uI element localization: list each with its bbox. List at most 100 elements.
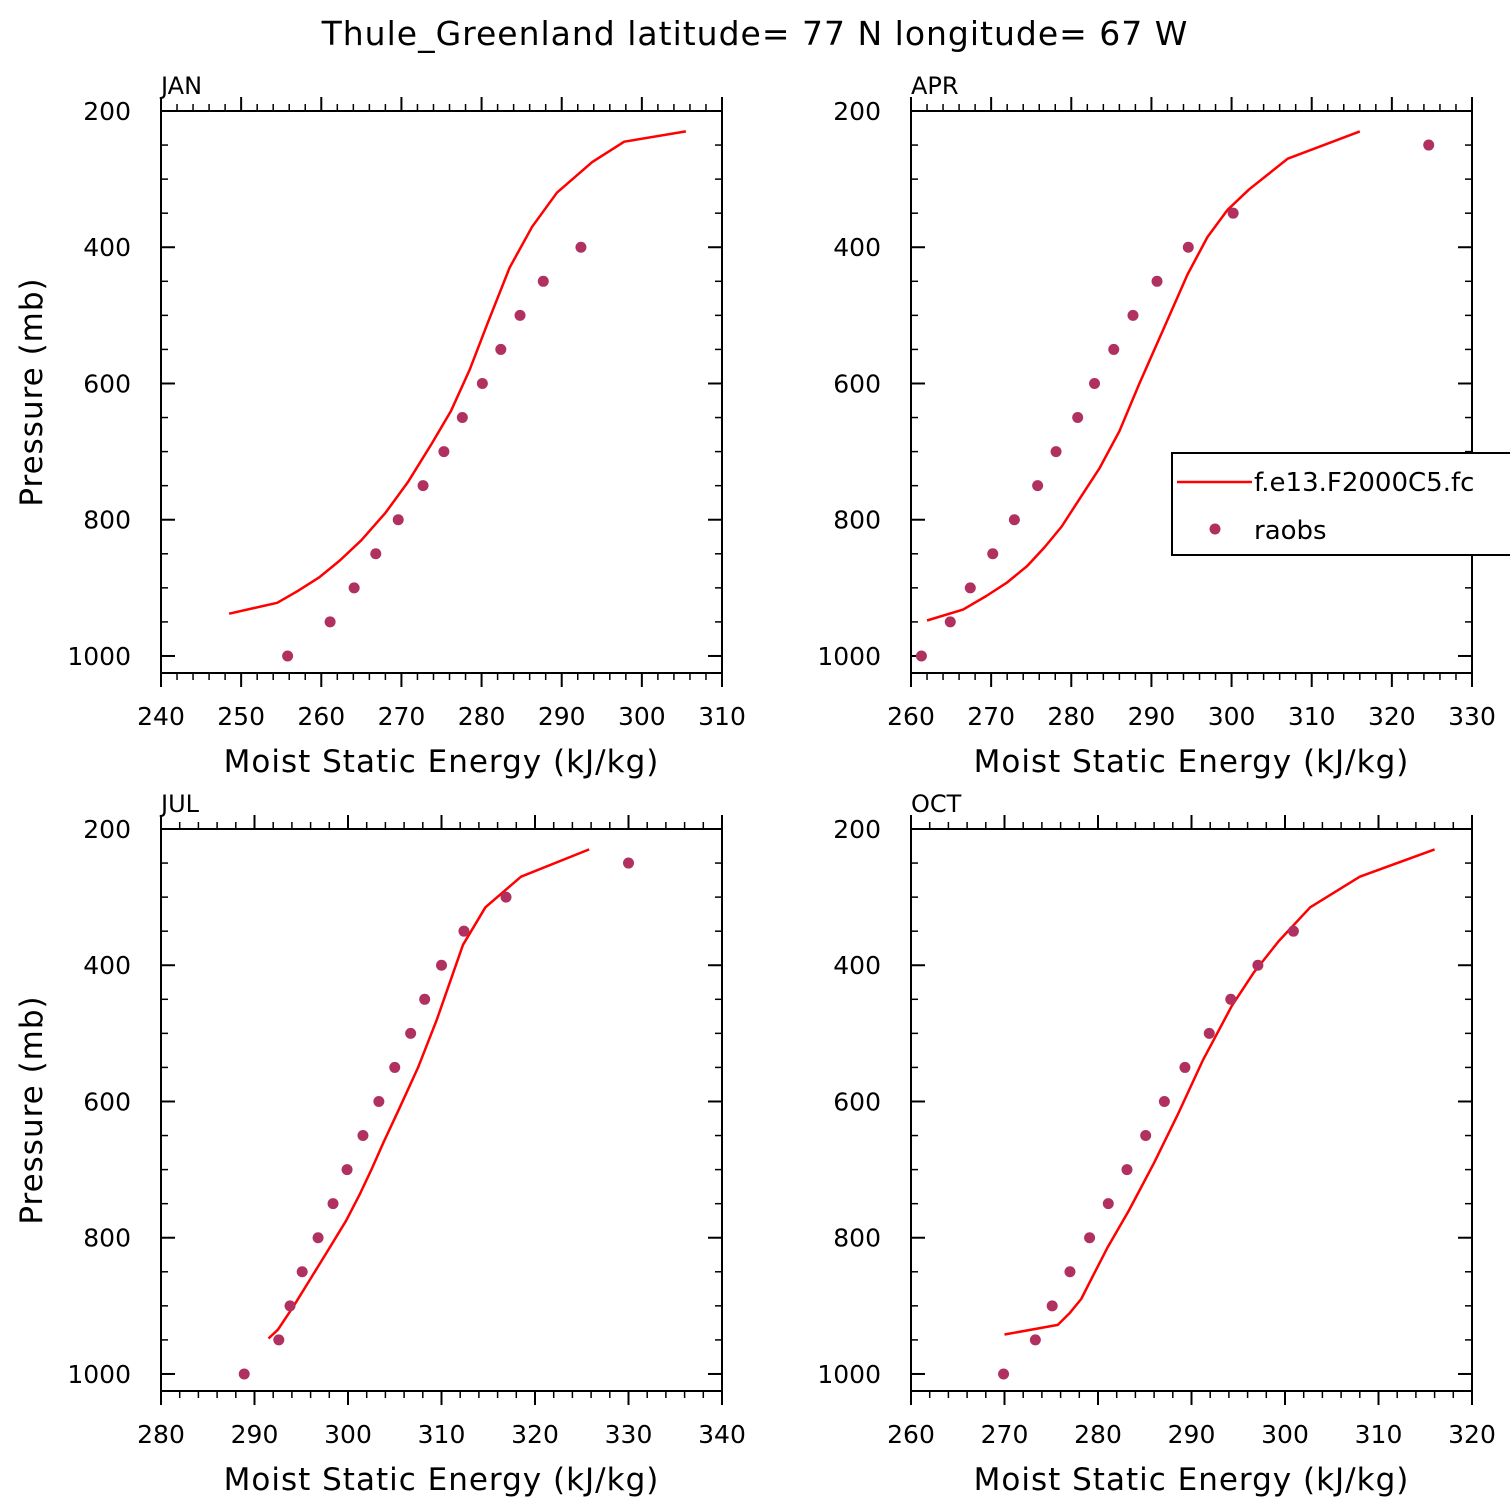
panel-oct: OCT 260 270 280 290 300 310 320 200 400 600 800 1000…: [817, 790, 1495, 1498]
x-tick-label: 280: [1074, 1420, 1122, 1449]
x-tick-label: 310: [1355, 1420, 1403, 1449]
x-tick-label: 320: [511, 1420, 559, 1449]
raobs-point: [623, 857, 634, 869]
raobs-point: [476, 377, 488, 389]
panel-label: OCT: [911, 790, 962, 818]
x-tick-label: 280: [458, 702, 506, 731]
model-line: [267, 848, 590, 1340]
panel-jan: JAN 240 250 260 270 280 290 300 310 200 400 600 800 1…: [14, 72, 746, 780]
raobs-point: [436, 959, 447, 971]
panels: JAN 240 250 260 270 280 290 300 310 200 400 600 800 1…: [14, 72, 1510, 1498]
y-tick-label: 800: [83, 1224, 131, 1253]
raobs-point: [370, 548, 382, 560]
plot-frame: [910, 110, 1473, 674]
model-line: [228, 130, 687, 615]
x-tick-label: 310: [418, 1420, 466, 1449]
raobs-point: [373, 1095, 385, 1107]
raobs-point: [1127, 309, 1139, 321]
raobs-point: [458, 925, 470, 937]
raobs-point: [405, 1027, 417, 1039]
y-tick-label: 200: [83, 815, 131, 844]
x-axis-title: Moist Static Energy (kJ/kg): [224, 744, 660, 780]
raobs-point: [1203, 1027, 1215, 1039]
x-tick-label: 330: [1448, 702, 1496, 731]
raobs-point: [1029, 1334, 1041, 1346]
y-tick-label: 1000: [817, 642, 881, 671]
raobs-point: [357, 1130, 369, 1142]
y-tick-label: 1000: [67, 642, 131, 671]
x-tick-label: 280: [137, 1420, 185, 1449]
legend-box: [1171, 452, 1510, 556]
raobs-point: [1008, 514, 1020, 526]
y-tick-label: 200: [833, 815, 881, 844]
y-tick-label: 200: [83, 97, 131, 126]
raobs-point: [1151, 275, 1163, 287]
raobs-point: [1227, 207, 1239, 219]
x-tick-label: 340: [698, 1420, 746, 1449]
raobs-point: [1287, 925, 1299, 937]
raobs-point: [324, 616, 336, 628]
raobs-point: [417, 480, 429, 492]
y-tick-label: 200: [833, 97, 881, 126]
raobs-point: [238, 1368, 250, 1380]
x-tick-label: 290: [1128, 702, 1176, 731]
y-tick-label: 400: [83, 233, 131, 262]
raobs-point: [419, 993, 431, 1005]
raobs-point: [438, 446, 450, 458]
y-tick-label: 800: [833, 1224, 881, 1253]
raobs-point: [456, 412, 468, 424]
model-line: [926, 130, 1361, 622]
plot-frame: [160, 110, 723, 674]
x-tick-label: 260: [887, 1420, 935, 1449]
raobs-point: [1046, 1300, 1058, 1312]
legend-marker-swatch: [1209, 523, 1221, 535]
y-tick-label: 600: [83, 1087, 131, 1116]
panel-apr: APR 260 270 280 290 300 310 320 330 200 400 600 800 1…: [817, 72, 1510, 780]
y-tick-label: 600: [83, 369, 131, 398]
plot-frame: [910, 828, 1473, 1392]
legend: f.e13.F2000C5.fc raobs: [1171, 452, 1510, 556]
raobs-point: [1121, 1164, 1133, 1176]
raobs-point: [495, 343, 507, 355]
x-tick-label: 250: [217, 702, 265, 731]
y-tick-label: 600: [833, 1087, 881, 1116]
raobs-point: [389, 1061, 401, 1073]
x-tick-label: 310: [698, 702, 746, 731]
legend-label-model: f.e13.F2000C5.fc: [1254, 468, 1474, 498]
y-tick-label: 800: [83, 506, 131, 535]
raobs-point: [1140, 1130, 1152, 1142]
y-axis-title: Pressure (mb): [14, 995, 50, 1224]
y-axis-title: Pressure (mb): [14, 277, 50, 506]
x-tick-label: 260: [297, 702, 345, 731]
x-axis-title: Moist Static Energy (kJ/kg): [974, 1462, 1410, 1498]
raobs-point: [514, 309, 526, 321]
raobs-point: [1108, 343, 1120, 355]
raobs-point: [1225, 993, 1237, 1005]
x-tick-label: 290: [231, 1420, 279, 1449]
y-tick-label: 1000: [817, 1360, 881, 1389]
raobs-point: [1179, 1061, 1191, 1073]
raobs-point: [296, 1266, 308, 1278]
x-axis-title: Moist Static Energy (kJ/kg): [224, 1462, 660, 1498]
raobs-point: [575, 241, 587, 253]
panel-label: JUL: [159, 790, 200, 818]
panel-label: APR: [911, 72, 959, 100]
x-tick-label: 290: [538, 702, 586, 731]
raobs-point: [341, 1164, 353, 1176]
x-axis-title: Moist Static Energy (kJ/kg): [974, 744, 1410, 780]
x-tick-label: 290: [1168, 1420, 1216, 1449]
x-tick-label: 300: [618, 702, 666, 731]
x-tick-label: 270: [967, 702, 1015, 731]
raobs-point: [964, 582, 976, 594]
x-tick-label: 300: [1261, 1420, 1309, 1449]
raobs-point: [1102, 1198, 1114, 1210]
raobs-point: [1064, 1266, 1076, 1278]
x-tick-label: 270: [378, 702, 426, 731]
x-tick-label: 320: [1368, 702, 1416, 731]
raobs-point: [537, 275, 549, 287]
raobs-point: [1158, 1095, 1170, 1107]
x-tick-label: 240: [137, 702, 185, 731]
raobs-point: [1032, 480, 1044, 492]
raobs-point: [312, 1232, 324, 1244]
raobs-point: [284, 1300, 296, 1312]
